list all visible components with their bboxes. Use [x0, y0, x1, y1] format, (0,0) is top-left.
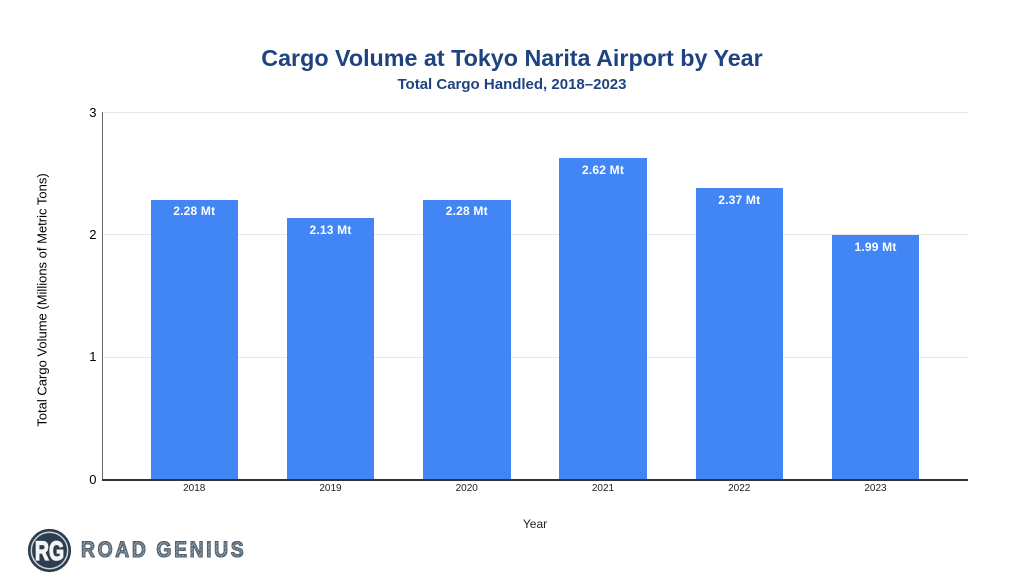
svg-text:RG: RG: [35, 536, 64, 566]
